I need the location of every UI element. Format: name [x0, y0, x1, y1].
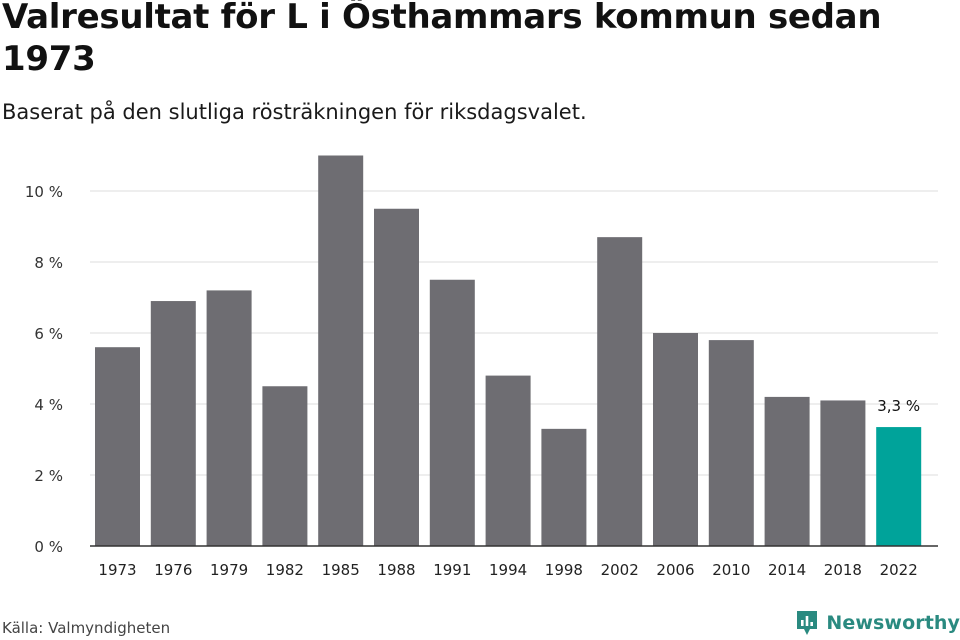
y-tick-label: 10 % [25, 183, 63, 201]
y-tick-label: 0 % [34, 538, 63, 556]
bar [708, 340, 754, 546]
x-tick-label: 1985 [322, 561, 360, 579]
x-tick-label: 1991 [433, 561, 471, 579]
x-tick-label: 2018 [824, 561, 862, 579]
bar [485, 375, 531, 546]
bar [150, 301, 196, 546]
bar [653, 333, 698, 546]
y-tick-label: 6 % [34, 325, 63, 343]
newsworthy-logo-icon [797, 611, 818, 635]
x-tick-label: 2002 [601, 561, 639, 579]
bar [318, 155, 364, 546]
x-tick-label: 1998 [545, 561, 583, 579]
x-tick-label: 2006 [656, 561, 694, 579]
x-tick-label: 1988 [377, 561, 415, 579]
x-tick-label: 2022 [880, 561, 918, 579]
bar [374, 208, 419, 546]
bar-highlight [876, 427, 922, 546]
bar [95, 347, 140, 546]
bar [820, 400, 866, 546]
y-tick-label: 2 % [34, 467, 63, 485]
brand-name: Newsworthy [826, 612, 960, 634]
bar [597, 237, 643, 546]
x-tick-label: 2014 [768, 561, 806, 579]
x-tick-label: 1979 [210, 561, 248, 579]
source-note: Källa: Valmyndigheten [2, 619, 171, 637]
data-label: 3,3 % [877, 397, 920, 415]
y-tick-label: 4 % [34, 396, 63, 414]
chart-subtitle: Baserat på den slutliga rösträkningen fö… [2, 100, 587, 124]
bar [206, 290, 252, 546]
bar [541, 428, 587, 546]
x-tick-label: 1994 [489, 561, 527, 579]
x-tick-label: 1976 [154, 561, 192, 579]
chart-title: Valresultat för L i Östhammars kommun se… [2, 0, 882, 79]
x-tick-label: 1973 [98, 561, 136, 579]
bar [429, 279, 475, 546]
x-tick-label: 1982 [266, 561, 304, 579]
brand: Newsworthy [795, 608, 960, 638]
bar [262, 386, 308, 546]
bar-chart: 0 % 2 % 4 % 6 % 8 % 10 % 1973 1976 1979 1982 1985 1… [25, 155, 938, 579]
bar [764, 396, 810, 546]
y-tick-label: 8 % [34, 254, 63, 272]
x-tick-label: 2010 [712, 561, 750, 579]
